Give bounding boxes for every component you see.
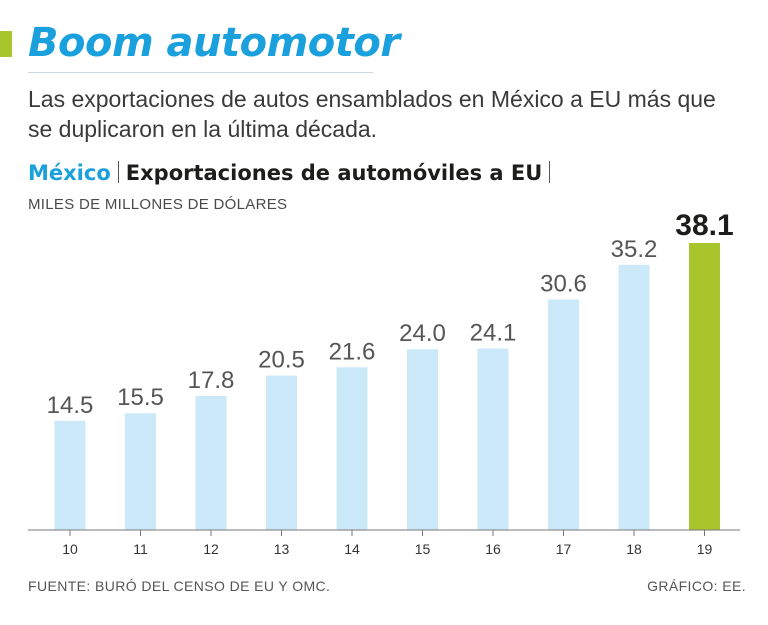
- accent-bar: [0, 31, 12, 57]
- bar: [548, 299, 579, 530]
- bar: [266, 375, 297, 530]
- graphic-credit: GRÁFICO: EE.: [647, 578, 746, 594]
- bar-value-label: 20.5: [258, 347, 305, 374]
- heading-separator-end: [549, 161, 551, 183]
- x-tick-label: 13: [274, 541, 290, 557]
- x-tick-label: 10: [62, 541, 78, 557]
- bar: [618, 264, 650, 530]
- bar-value-label: 17.8: [188, 367, 235, 394]
- bar-value-label: 24.0: [399, 320, 446, 347]
- bar: [407, 349, 438, 530]
- x-tick-label: 14: [344, 541, 360, 557]
- bar: [125, 413, 156, 530]
- x-tick-label: 16: [485, 541, 501, 557]
- bar-value-label: 15.5: [117, 384, 164, 411]
- bar-value-label: 24.1: [470, 320, 517, 347]
- title-divider: [28, 72, 373, 73]
- bar: [689, 243, 720, 530]
- x-tick-label: 15: [415, 541, 431, 557]
- x-tick-label: 11: [133, 541, 148, 557]
- bar: [477, 348, 509, 530]
- bar-value-label: 35.2: [611, 236, 658, 263]
- bar-value-label: 38.1: [675, 209, 733, 242]
- chart-title: Exportaciones de automóviles a EU: [125, 161, 543, 185]
- chart-units-label: MILES DE MILLONES DE DÓLARES: [28, 196, 288, 213]
- x-tick-label: 18: [626, 541, 642, 557]
- bar: [54, 420, 86, 530]
- chart-country-label: México: [28, 161, 111, 185]
- bar-value-label: 14.5: [47, 392, 94, 419]
- bar-value-label: 21.6: [329, 338, 376, 365]
- x-tick-label: 17: [556, 541, 572, 557]
- heading-separator: [117, 161, 119, 183]
- bar: [195, 395, 227, 530]
- x-tick-label: 19: [697, 541, 713, 557]
- bar-value-label: 30.6: [540, 271, 587, 298]
- source-note: FUENTE: BURÓ DEL CENSO DE EU Y OMC.: [28, 578, 331, 594]
- page-subtitle: Las exportaciones de autos ensamblados e…: [28, 86, 716, 142]
- x-tick-label: 12: [203, 541, 219, 557]
- bar: [336, 367, 368, 530]
- page-title: Boom automotor: [28, 20, 400, 66]
- chart-heading: México Exportaciones de automóviles a EU: [28, 158, 557, 188]
